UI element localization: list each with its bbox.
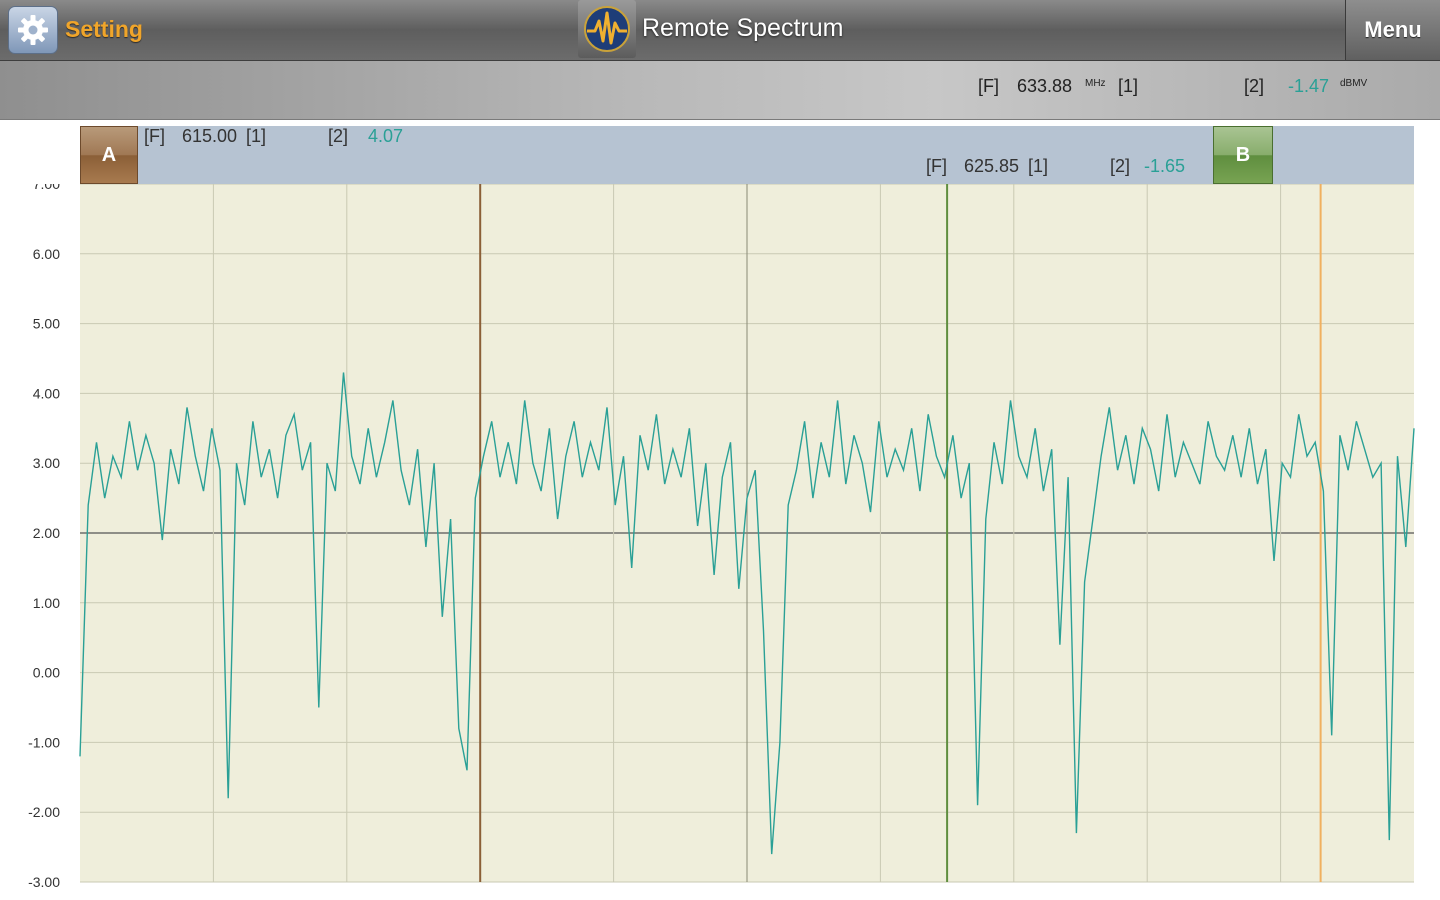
spectrum-chart[interactable]: 7.00 6.00 5.00 4.00 3.00 2.00 1.00 0.00 -1.00 -2.…	[0, 184, 1440, 900]
marker-a-level: 4.07	[368, 126, 404, 146]
marker-b-frequency: 625.85	[964, 156, 1020, 176]
setting-label[interactable]: Setting	[65, 16, 143, 42]
marker-a-frequency: 615.00	[182, 126, 238, 146]
readout-level: -1.47	[1288, 76, 1330, 96]
setting-button[interactable]	[8, 6, 58, 54]
waveform-logo-icon	[584, 6, 630, 52]
marker-b-f-tag: [F]	[926, 156, 947, 176]
marker-b-level: -1.65	[1144, 156, 1186, 176]
marker-bar: A [F] 615.00 [1] [2] 4.07 [F] 625.85 [1]…	[80, 126, 1414, 184]
marker-a-button[interactable]: A	[80, 126, 138, 184]
y-tick-label: 1.00	[33, 595, 60, 611]
y-tick-label: -1.00	[28, 734, 60, 750]
title-bar: Setting Remote Spectrum Menu	[0, 0, 1440, 61]
y-tick-label: 2.00	[33, 525, 60, 541]
marker-b-button[interactable]: B	[1213, 126, 1273, 184]
spectrum-trace	[79, 372, 1415, 855]
readout-trace2-tag: [2]	[1244, 76, 1265, 96]
gear-icon	[18, 15, 48, 45]
y-tick-label: 3.00	[33, 455, 60, 471]
marker-a-trace1-tag: [1]	[246, 126, 267, 146]
menu-button[interactable]: Menu	[1345, 0, 1440, 60]
readout-trace1-tag: [1]	[1118, 76, 1139, 96]
y-tick-label: -2.00	[28, 804, 60, 820]
readout-f-tag: [F]	[978, 76, 999, 96]
y-tick-label: 6.00	[33, 246, 60, 262]
marker-a-f-tag: [F]	[144, 126, 165, 146]
app-title: Remote Spectrum	[642, 14, 844, 42]
readout-level-unit: dBMV	[1340, 78, 1368, 89]
app-logo	[578, 0, 636, 58]
marker-b-trace2-tag: [2]	[1110, 156, 1131, 176]
readout-frequency-unit: MHz	[1085, 78, 1106, 89]
readout-frequency: 633.88	[1017, 76, 1073, 96]
marker-b-trace1-tag: [1]	[1028, 156, 1049, 176]
readout-bar: [F] 633.88 MHz [1] [2] -1.47 dBMV	[0, 61, 1440, 120]
y-tick-label: 4.00	[33, 385, 60, 401]
y-tick-label: 5.00	[33, 316, 60, 332]
y-tick-label: 0.00	[33, 665, 60, 681]
vertical-markers[interactable]	[479, 184, 1322, 882]
y-axis-tick-labels: 7.00 6.00 5.00 4.00 3.00 2.00 1.00 0.00 -1.00 -2.…	[28, 184, 60, 890]
marker-a-trace2-tag: [2]	[328, 126, 349, 146]
y-tick-label: -3.00	[28, 874, 60, 890]
y-tick-label: 7.00	[33, 184, 60, 192]
